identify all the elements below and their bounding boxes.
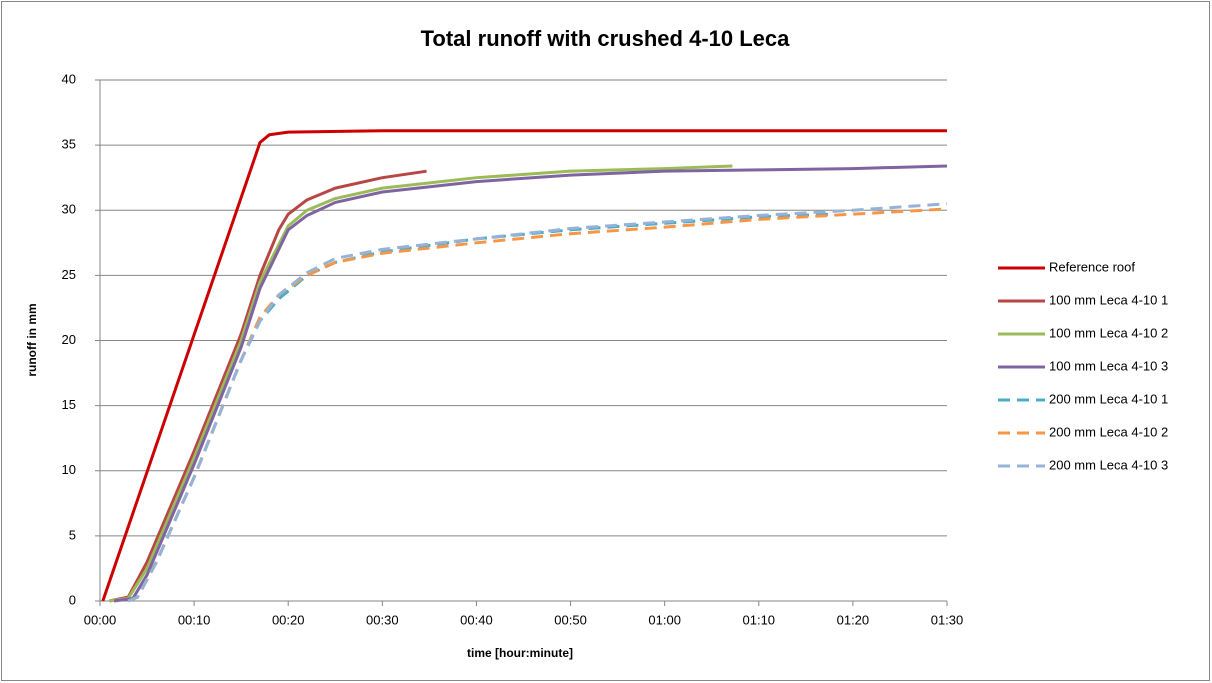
x-axis-title: time [hour:minute] [467,646,573,660]
x-tick-label: 00:50 [554,612,587,627]
x-tick-label: 01:00 [648,612,681,627]
y-tick-label: 40 [62,71,76,86]
legend-label: 100 mm Leca 4-10 2 [1049,325,1168,340]
series-line [109,164,733,603]
x-tick-label: 00:10 [178,612,211,627]
y-tick-label: 5 [69,527,76,542]
series-line [101,129,947,602]
y-tick-label: 10 [62,462,76,477]
x-tick-label: 01:30 [931,612,964,627]
legend-label: 100 mm Leca 4-10 3 [1049,358,1168,373]
legend-label: 100 mm Leca 4-10 1 [1049,292,1168,307]
legend-label: 200 mm Leca 4-10 2 [1049,424,1168,439]
series-line [127,202,948,603]
legend-label: 200 mm Leca 4-10 3 [1049,457,1168,472]
y-axis-title: runoff in mm [25,303,39,376]
x-tick-label: 00:40 [460,612,493,627]
x-tick-label: 00:00 [84,612,117,627]
y-tick-label: 25 [62,267,76,282]
x-tick-label: 00:20 [272,612,305,627]
y-tick-label: 20 [62,332,76,347]
chart-title: Total runoff with crushed 4-10 Leca [421,26,791,51]
x-tick-label: 01:20 [837,612,870,627]
y-tick-label: 30 [62,202,76,217]
x-tick-label: 01:10 [743,612,776,627]
y-tick-label: 35 [62,137,76,152]
y-tick-label: 0 [69,592,76,607]
x-tick-label: 00:30 [366,612,399,627]
series-line [113,164,948,603]
legend-label: Reference roof [1049,259,1135,274]
series-line [109,169,427,603]
legend-label: 200 mm Leca 4-10 1 [1049,391,1168,406]
y-tick-label: 15 [62,397,76,412]
